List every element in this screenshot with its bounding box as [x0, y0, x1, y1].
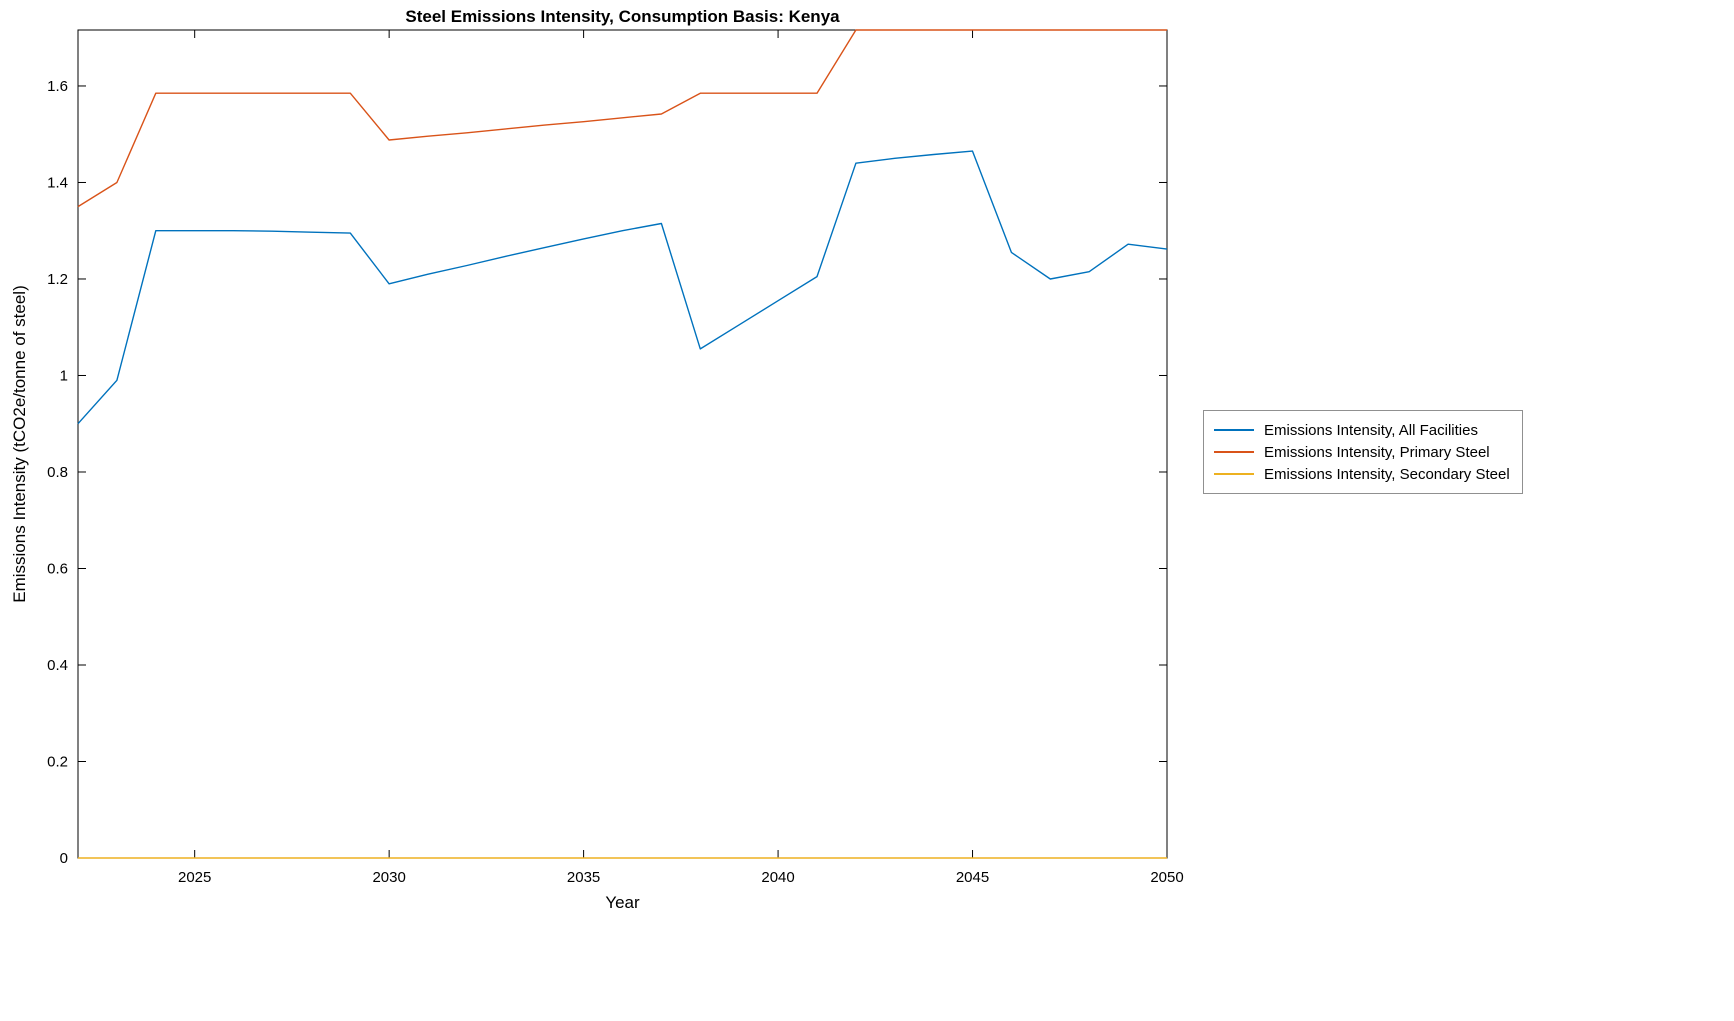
x-tick-label: 2045: [956, 869, 989, 886]
x-tick-label: 2025: [178, 869, 211, 886]
legend-line-swatch-all-facilities: [1214, 429, 1254, 431]
legend-line-swatch-secondary-steel: [1214, 473, 1254, 475]
y-tick-label: 0.8: [47, 464, 68, 481]
legend-item-all-facilities: Emissions Intensity, All Facilities: [1214, 419, 1510, 441]
legend-label-primary-steel: Emissions Intensity, Primary Steel: [1264, 443, 1490, 461]
legend: Emissions Intensity, All Facilities Emis…: [1203, 410, 1523, 494]
y-tick-label: 1.2: [47, 271, 68, 288]
y-tick-label: 1.6: [47, 78, 68, 95]
x-tick-label: 2050: [1150, 869, 1183, 886]
y-tick-label: 0.4: [47, 657, 68, 674]
series-line-1: [77, 29, 1167, 208]
legend-item-primary-steel: Emissions Intensity, Primary Steel: [1214, 441, 1510, 463]
y-tick-label: 0.6: [47, 560, 68, 577]
chart-title: Steel Emissions Intensity, Consumption B…: [405, 7, 840, 26]
series-line-0: [77, 150, 1168, 425]
legend-label-all-facilities: Emissions Intensity, All Facilities: [1264, 421, 1478, 439]
legend-label-secondary-steel: Emissions Intensity, Secondary Steel: [1264, 465, 1510, 483]
y-tick-label: 1.4: [47, 174, 68, 191]
x-tick-label: 2030: [372, 869, 405, 886]
legend-item-secondary-steel: Emissions Intensity, Secondary Steel: [1214, 463, 1510, 485]
y-tick-label: 0: [60, 850, 68, 867]
x-tick-label: 2035: [567, 869, 600, 886]
legend-line-swatch-primary-steel: [1214, 451, 1254, 453]
y-tick-label: 0.2: [47, 753, 68, 770]
plot-border: [77, 29, 1168, 859]
y-tick-label: 1: [60, 367, 68, 384]
x-tick-label: 2040: [761, 869, 794, 886]
x-axis-label: Year: [605, 893, 640, 912]
